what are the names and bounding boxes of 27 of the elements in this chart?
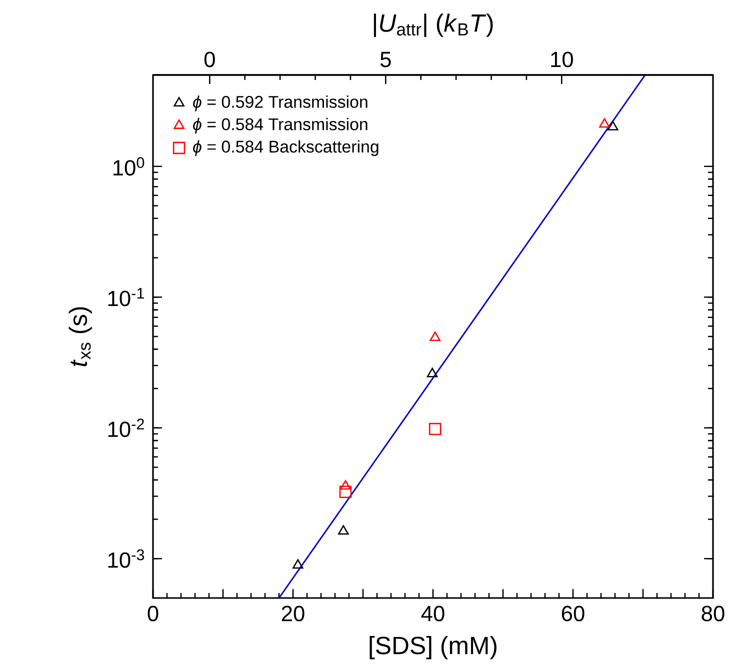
point — [339, 486, 352, 498]
y-tick-label: 10$^{-2}$ — [108, 418, 144, 438]
point — [340, 480, 351, 490]
x-axis-title: [SDS] (mM) — [370, 636, 496, 660]
x2-axis-title: |U$_{attr}$| (k$_{B}$T) — [374, 14, 493, 37]
x-tick-label: 60 — [562, 606, 584, 622]
point — [608, 120, 618, 130]
x2-tick-label: 5 — [380, 52, 391, 68]
y-tick-label: 10$^{-3}$ — [108, 549, 144, 568]
point — [292, 559, 304, 569]
y-axis-title: t$_{xs}$ (s) — [68, 307, 92, 366]
legend-label: ϕ = 0.584 Transmission — [193, 118, 368, 134]
x-tick-label: 0 — [148, 606, 158, 622]
x-tick-label: 20 — [282, 606, 304, 622]
point — [428, 422, 442, 436]
y-tick-label: 10$^{0}$ — [113, 157, 144, 176]
y-tick-label: 10$^{-1}$ — [108, 288, 144, 306]
x-tick-label: 40 — [421, 606, 444, 622]
x2-tick-label: 10 — [551, 52, 573, 68]
point — [599, 118, 610, 128]
legend-label: ϕ = 0.592 Transmission — [193, 95, 368, 112]
point — [338, 525, 349, 535]
point — [426, 368, 438, 378]
legend-label: ϕ = 0.584 Backscattering — [193, 140, 378, 156]
x2-tick-label: 0 — [204, 52, 215, 68]
point — [430, 332, 440, 342]
x-tick-label: 80 — [702, 606, 724, 622]
